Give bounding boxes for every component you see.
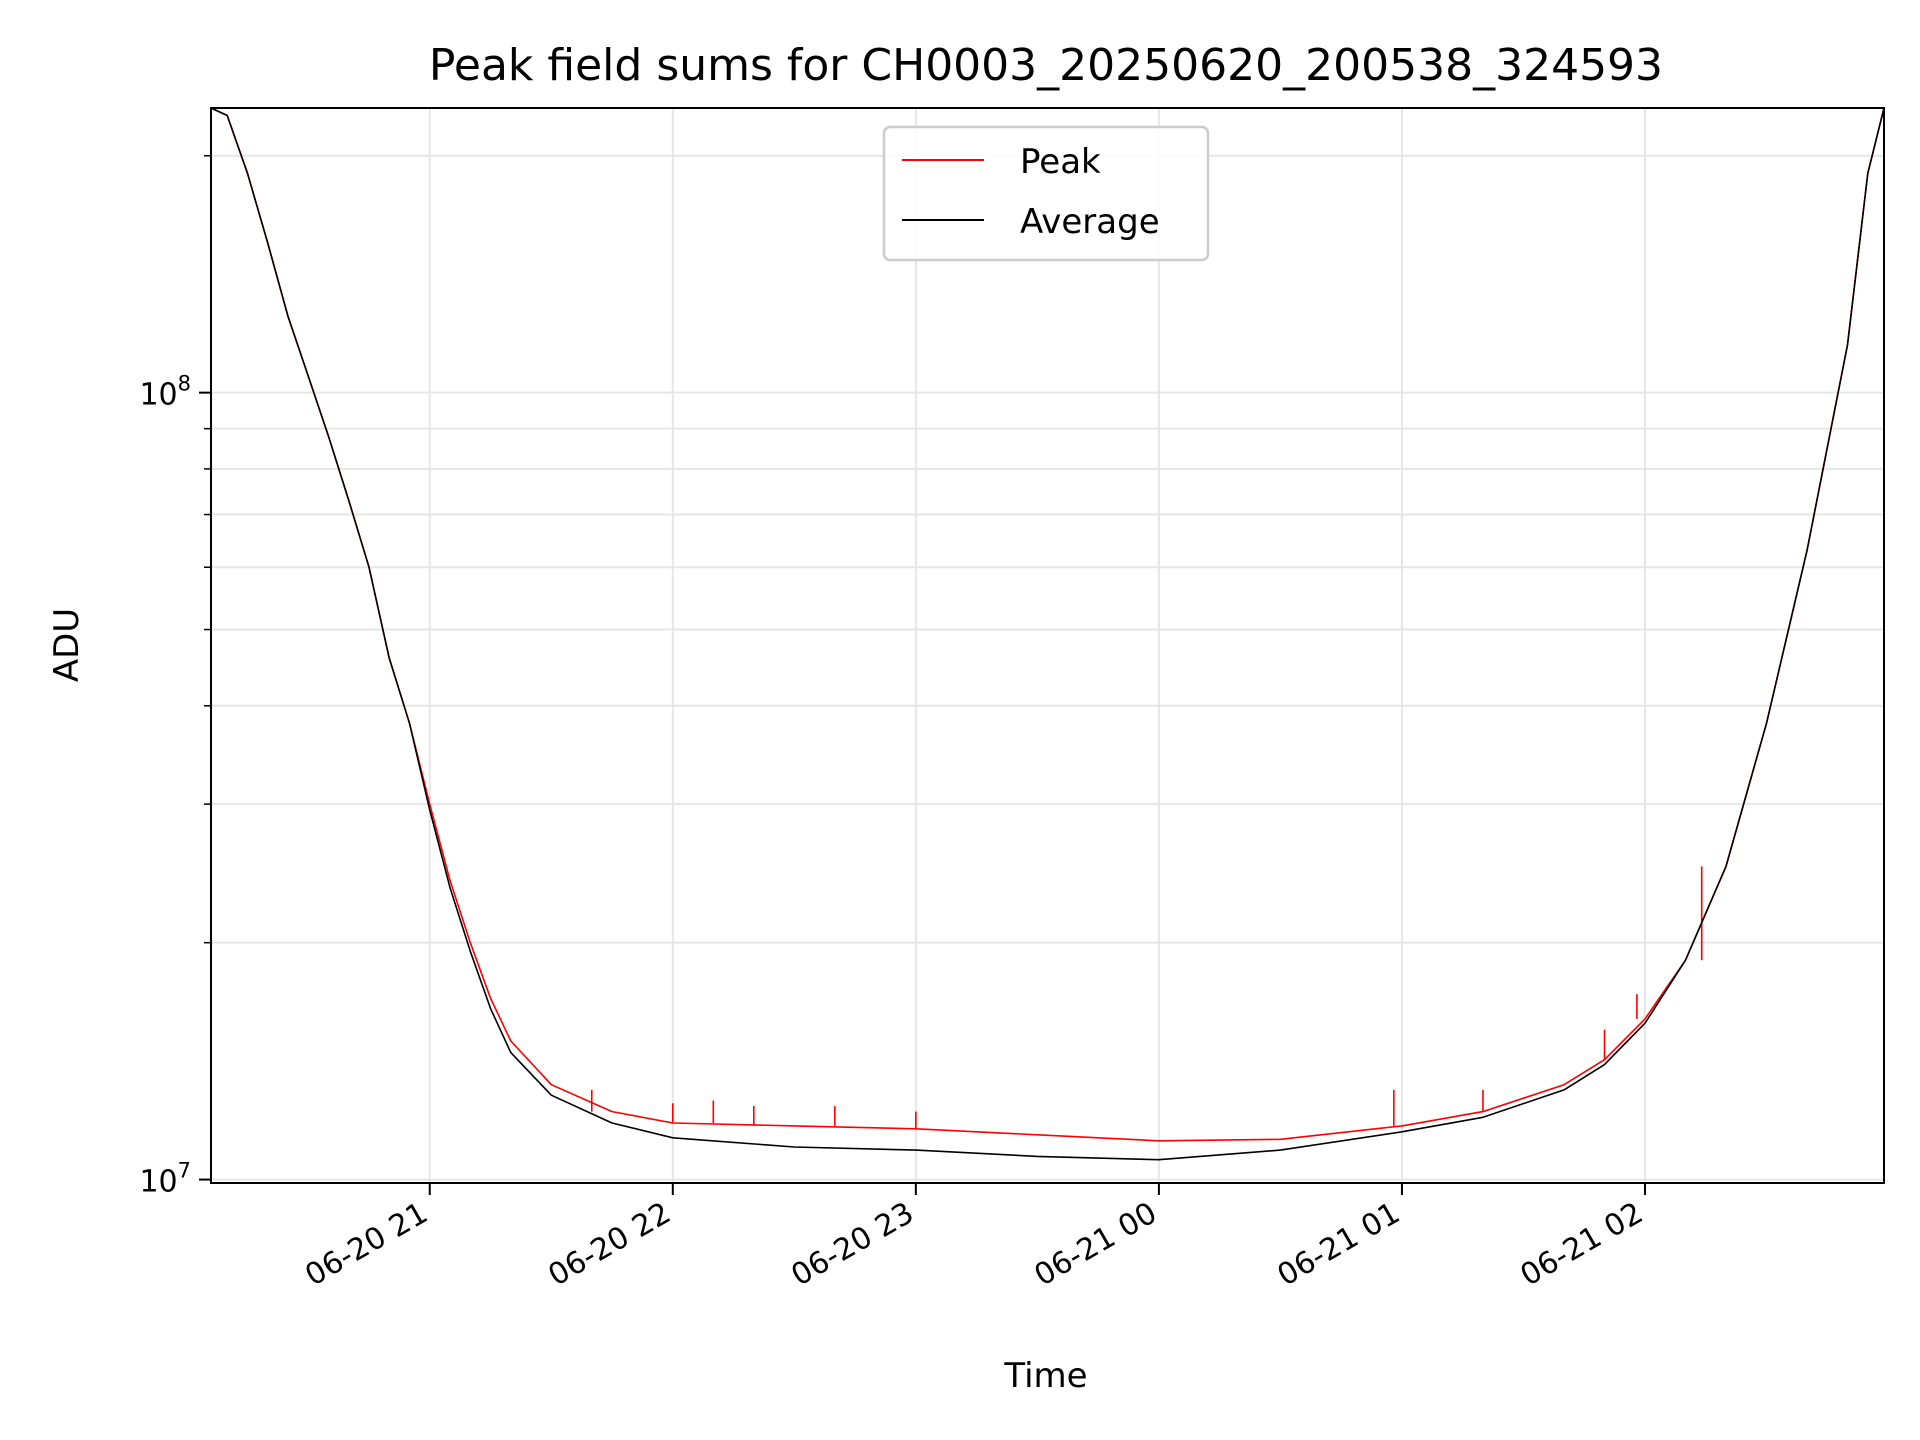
y-tick-label: 108 [139,372,191,413]
legend-label-average: Average [1020,202,1160,242]
plot-frame [210,107,1885,1184]
y-tick-label: 107 [139,1159,191,1200]
series-layer [210,107,1885,1161]
legend: Peak Average [882,125,1210,262]
chart-title: Peak field sums for CH0003_20250620_2005… [429,40,1663,91]
y-axis-label: ADU [47,608,87,682]
grid [211,108,1884,1183]
legend-label-peak: Peak [1020,142,1101,182]
series-line-average [210,107,1885,1161]
x-axis-label: Time [1003,1356,1087,1396]
